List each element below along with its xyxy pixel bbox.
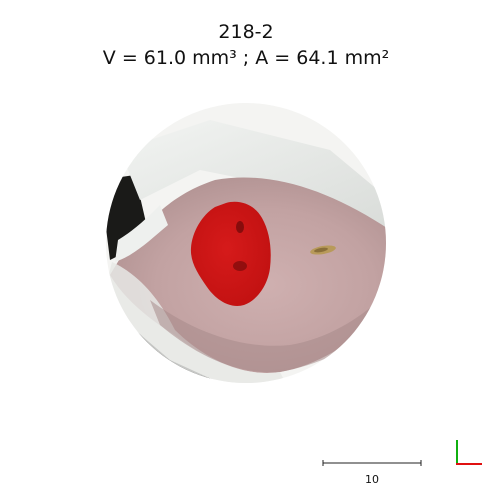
measurements-label: V = 61.0 mm³ ; A = 64.1 mm²	[102, 47, 390, 69]
lesion-spot	[233, 261, 247, 271]
specimen-id: 218-2	[218, 21, 274, 43]
scale-bar	[322, 460, 422, 466]
lesion-spot	[236, 221, 244, 233]
xy-axes-icon	[456, 440, 482, 465]
scale-bar-label: 10	[365, 473, 379, 486]
lesion-overlay	[190, 201, 271, 306]
